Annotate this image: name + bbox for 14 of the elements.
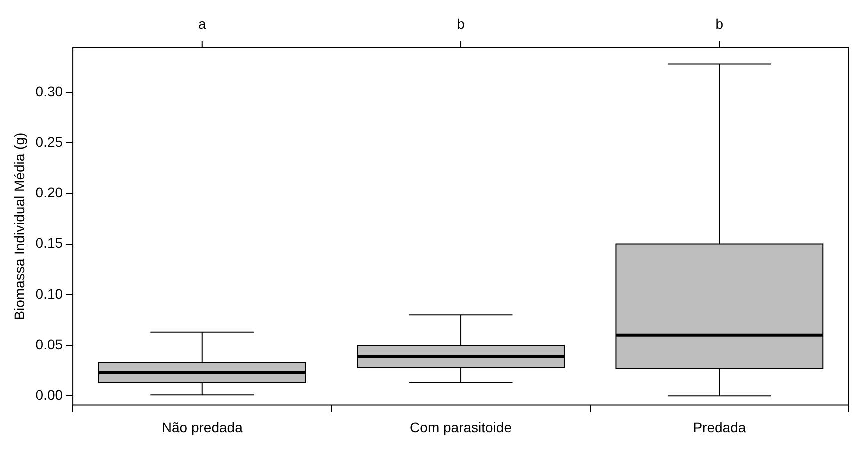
annotation: b	[457, 16, 466, 32]
x-tick-label: Com parasitoide	[410, 419, 512, 436]
annotation: a	[198, 16, 206, 32]
x-tick-label: Não predada	[162, 419, 244, 436]
y-axis-title: Biomassa Individual Média (g)	[11, 132, 28, 320]
y-tick-label: 0.05	[36, 336, 64, 352]
y-tick-label: 0.15	[36, 235, 64, 252]
y-tick-label: 0.25	[36, 134, 64, 150]
y-tick-label: 0.10	[36, 286, 64, 302]
x-tick-label: Predada	[693, 419, 746, 436]
y-tick-label: 0.30	[36, 83, 64, 100]
annotation: b	[716, 16, 724, 32]
y-tick-label: 0.00	[36, 386, 64, 403]
y-tick-label: 0.20	[36, 184, 64, 201]
